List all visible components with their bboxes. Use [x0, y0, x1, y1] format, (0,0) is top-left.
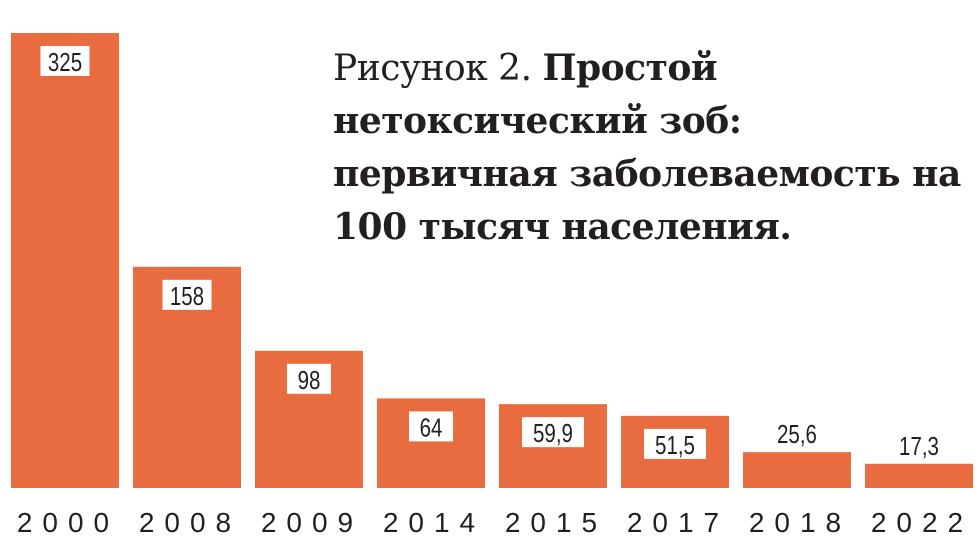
x-tick-label: 2000 [17, 507, 119, 538]
chart-title-main: Простой нетоксический зоб: первичная заб… [333, 47, 961, 248]
value-label: 17,3 [899, 431, 939, 460]
value-label: 51,5 [655, 430, 695, 459]
x-tick-label: 2014 [383, 507, 485, 538]
bar [11, 33, 119, 488]
bar [743, 452, 851, 488]
chart-title: Рисунок 2. Простой нетоксический зоб: пе… [333, 42, 963, 254]
x-tick-label: 2009 [261, 507, 363, 538]
value-label-box [409, 411, 453, 442]
chart-title-prefix: Рисунок 2. [333, 48, 532, 89]
value-label: 25,6 [777, 420, 817, 449]
x-tick-label: 2017 [627, 507, 729, 538]
value-label: 59,9 [533, 419, 573, 448]
x-tick-label: 2022 [871, 507, 973, 538]
value-label-box [40, 46, 90, 76]
value-label-box [522, 417, 584, 448]
x-tick-label: 2008 [139, 507, 241, 538]
value-label: 64 [420, 413, 443, 442]
value-label: 98 [298, 365, 321, 394]
x-tick-label: 2018 [749, 507, 851, 538]
value-label-box [644, 428, 706, 459]
value-label: 158 [170, 281, 204, 310]
bar [865, 463, 973, 488]
x-tick-label: 2015 [505, 507, 607, 538]
value-label-box [287, 363, 331, 394]
value-label-box [162, 279, 212, 310]
value-label: 325 [48, 48, 82, 77]
